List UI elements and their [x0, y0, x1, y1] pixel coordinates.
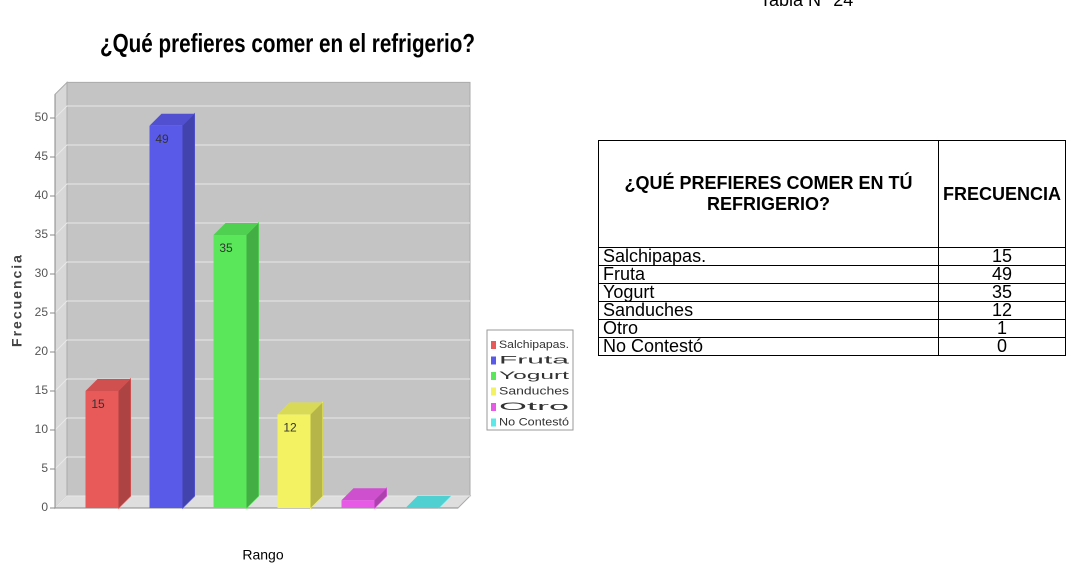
bar [341, 500, 375, 508]
grid-line [54, 183, 470, 197]
y-tick-label: 35 [35, 227, 49, 241]
grid-line [54, 456, 470, 470]
bar-top-shade [277, 402, 323, 415]
bar-side-shade [118, 379, 131, 508]
grid-line [54, 105, 470, 119]
table-cell: 35 [937, 283, 1067, 302]
y-tick-label: 45 [35, 149, 49, 163]
y-tick-label: 5 [41, 461, 48, 475]
legend-swatch [491, 341, 496, 349]
bar [85, 391, 119, 508]
bar [149, 125, 183, 509]
data-label: 15 [91, 397, 105, 411]
grid-line [54, 222, 470, 236]
caption: Tabla N° 24 [760, 0, 854, 10]
grid-line [54, 417, 470, 431]
data-label: 35 [219, 241, 233, 255]
y-tick-label: 0 [41, 500, 48, 514]
bar-top [213, 223, 259, 235]
bar [213, 235, 247, 508]
header-cell: FRECUENCIA [937, 140, 1067, 248]
legend-swatch [491, 418, 496, 427]
grid-line [54, 495, 470, 509]
y-tick-label: 15 [35, 383, 49, 397]
bar-side-shade [246, 223, 259, 508]
legend-label: Otro [499, 401, 569, 413]
y-tick-label: 20 [35, 344, 49, 358]
data-table: ¿QUÉ PREFIERES COMER EN TÚ REFRIGERIO? FR… [598, 140, 1067, 356]
bar-top [341, 488, 387, 501]
legend-swatch [491, 356, 496, 365]
table-cell: Fruta [598, 265, 939, 284]
table-cell: 1 [937, 319, 1067, 338]
y-tick-label: 30 [35, 266, 49, 280]
table-row: Salchipapas. 15 [598, 247, 1067, 266]
bar-top [149, 113, 195, 126]
bar-side-shade [182, 113, 195, 509]
grid-line [54, 300, 470, 314]
bar-top-shade [213, 223, 259, 235]
legend-label: Salchipapas. [499, 339, 569, 351]
legend-label: Yogurt [499, 370, 569, 382]
chart-title: ¿Qué prefieres comer en el refrigerio? [100, 28, 475, 58]
legend-swatch [491, 372, 496, 380]
table-row: No Contestó 0 [598, 337, 1067, 356]
data-label: 49 [155, 132, 169, 146]
legend-label: Sanduches [499, 385, 570, 397]
legend-swatch [491, 387, 496, 396]
table-cell: Salchipapas. [598, 247, 939, 266]
y-tick-label: 10 [35, 422, 49, 436]
data-label: 12 [283, 421, 297, 435]
table-row: Yogurt 35 [598, 283, 1067, 302]
bar-top [277, 402, 323, 415]
legend-label: Fruta [499, 354, 571, 366]
table-cell: 49 [937, 265, 1067, 284]
header-cell: ¿QUÉ PREFIERES COMER EN TÚ REFRIGERIO? [598, 140, 939, 248]
table-row: Fruta 49 [598, 265, 1067, 284]
bar-side-shade [310, 402, 323, 508]
table-cell: No Contestó [598, 337, 939, 356]
table-cell: 12 [937, 301, 1067, 320]
grid-line [54, 261, 470, 275]
chart: ¿Qué prefieres comer en el refrigerio? R… [9, 28, 574, 563]
y-tick-label: 25 [35, 305, 49, 319]
table-row: Sanduches 12 [598, 301, 1067, 320]
table-cell: 15 [937, 247, 1067, 266]
table-cell: Otro [598, 319, 939, 338]
bar-top-shade [85, 379, 131, 391]
legend-box [486, 329, 574, 431]
bar-top [405, 496, 451, 508]
table-cell: Sanduches [598, 301, 939, 320]
bar-top-shade [405, 496, 451, 508]
bar-top [85, 379, 131, 391]
legend-swatch [491, 403, 496, 411]
grid-line [54, 339, 470, 353]
table-row: Otro 1 [598, 319, 1067, 338]
y-tick-label: 50 [35, 110, 49, 124]
table-cell: Yogurt [598, 283, 939, 302]
grid-line [54, 378, 470, 392]
table-cell: 0 [937, 337, 1067, 356]
bar-top-shade [149, 113, 195, 126]
x-axis-label: Rango [242, 547, 283, 563]
y-axis-label: Frecuencia [9, 253, 25, 347]
bar-side-shade [374, 488, 387, 508]
legend-label: No Contestó [499, 416, 569, 428]
bar [277, 414, 311, 508]
bar-top-shade [341, 488, 387, 501]
y-tick-label: 40 [35, 188, 49, 202]
grid-line [54, 144, 470, 158]
